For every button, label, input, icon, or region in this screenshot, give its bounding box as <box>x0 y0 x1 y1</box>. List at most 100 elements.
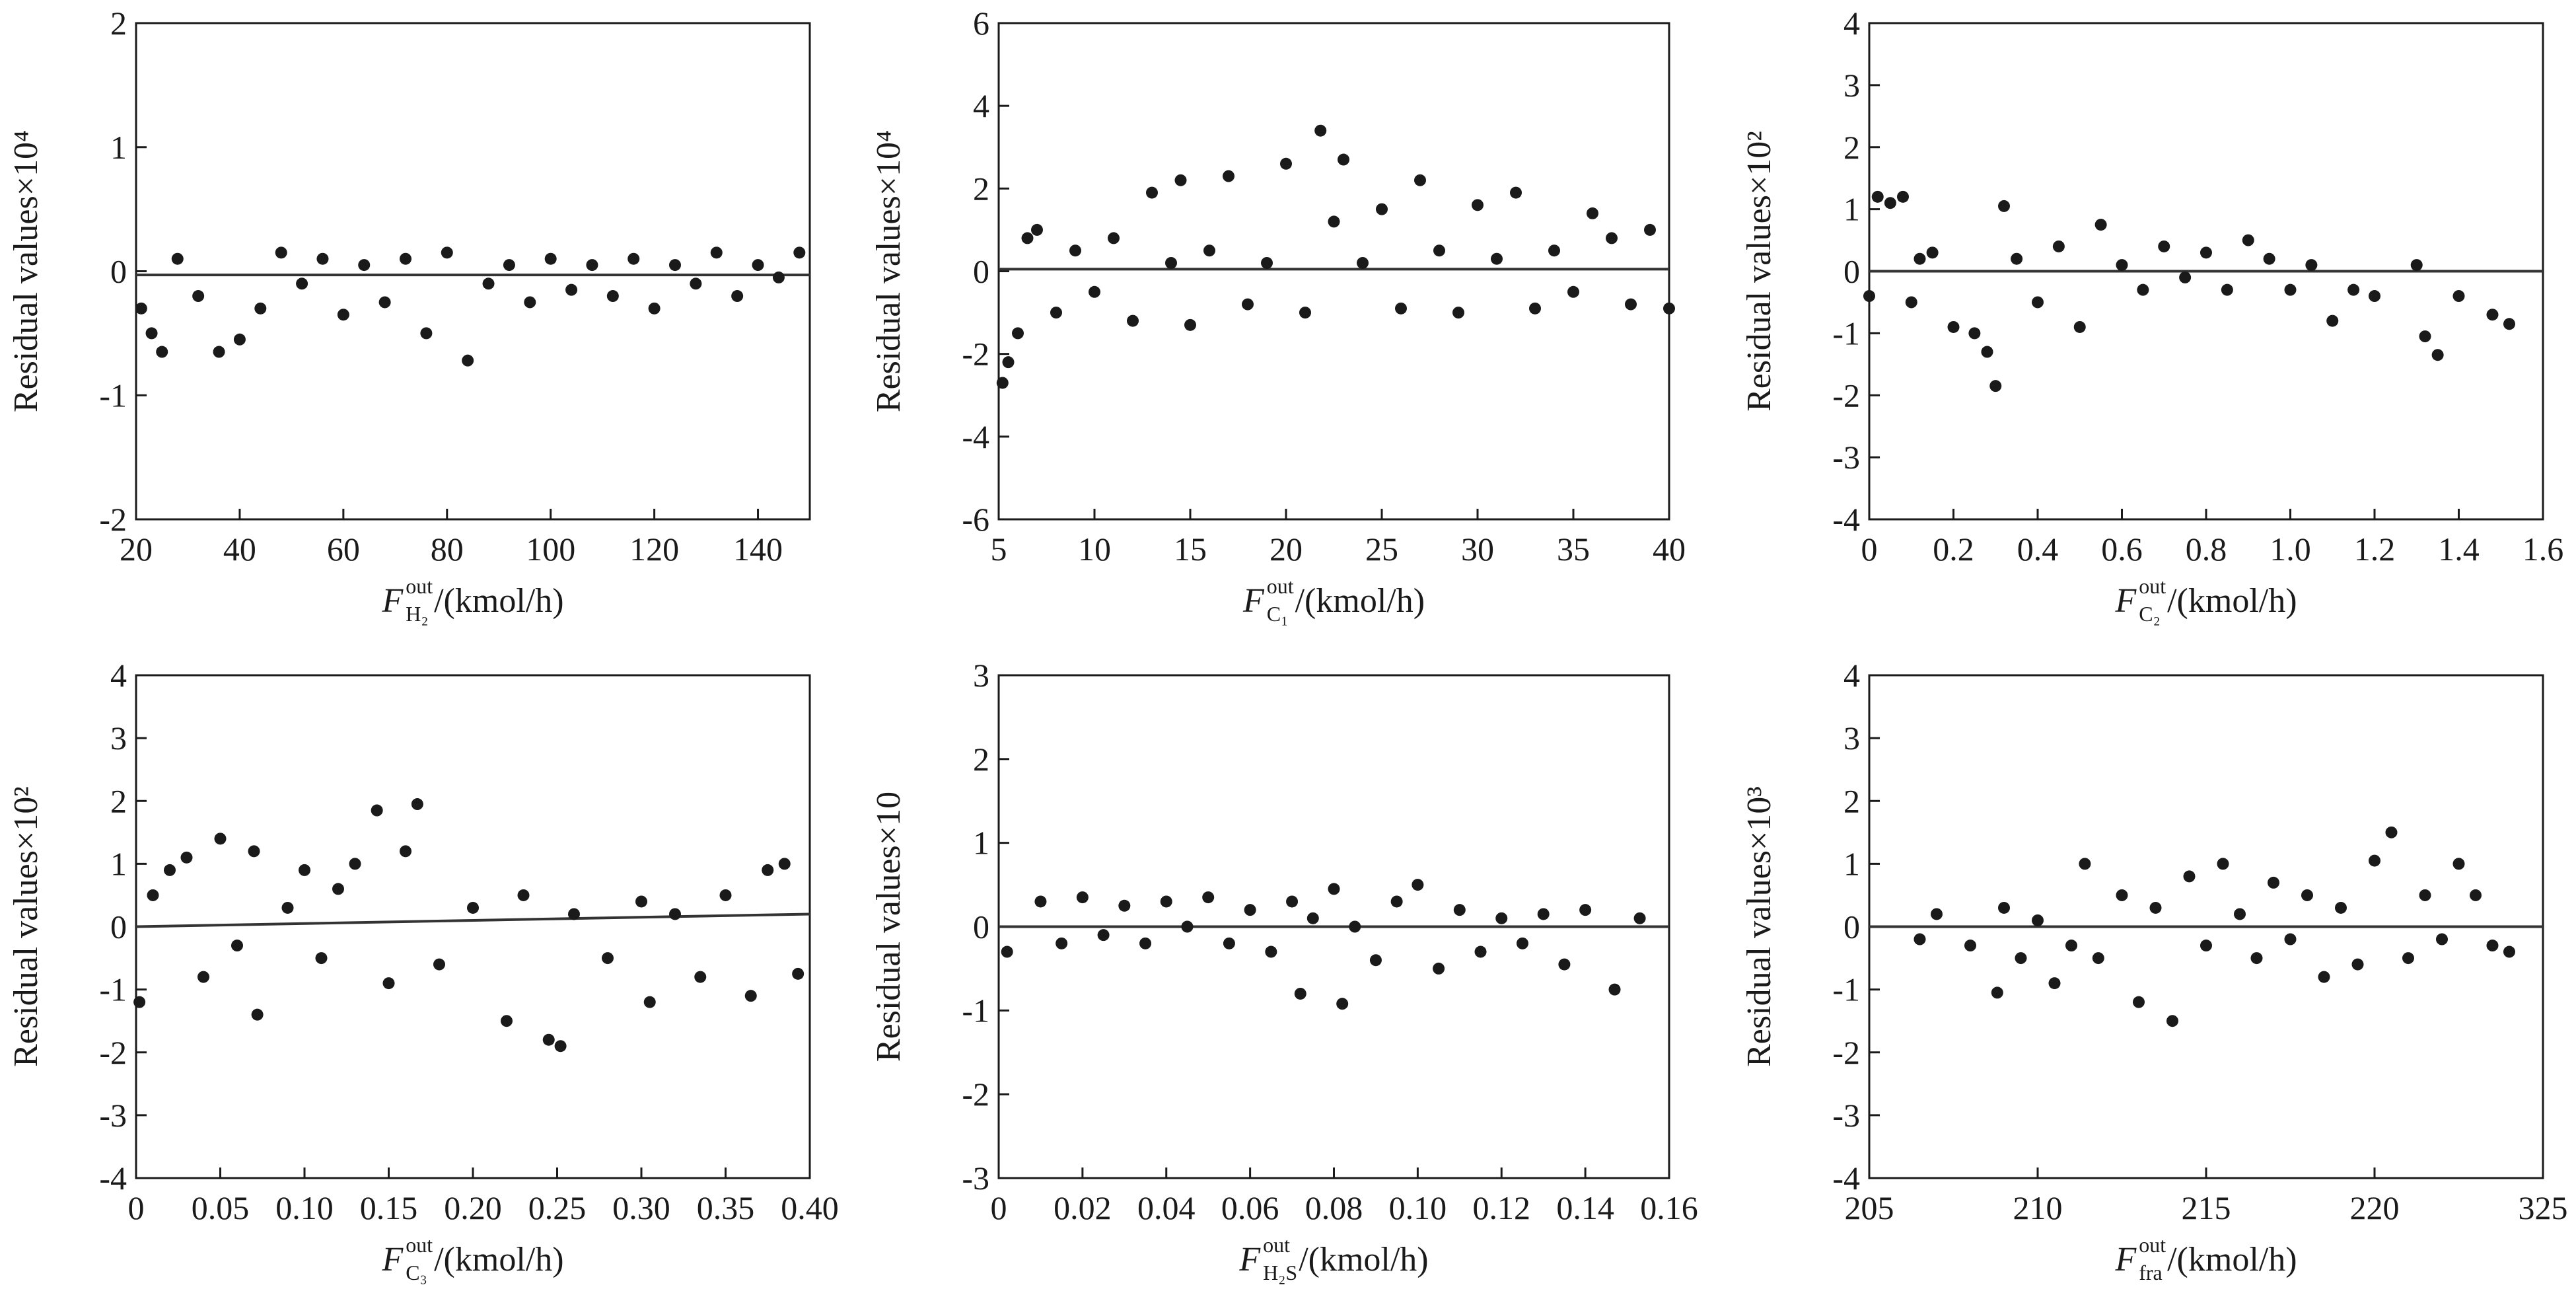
point <box>635 895 647 908</box>
y-tick-label: 2 <box>1843 782 1860 819</box>
point <box>2305 259 2318 272</box>
point <box>133 996 146 1008</box>
point <box>2369 290 2380 303</box>
point <box>1587 207 1598 219</box>
point <box>1174 174 1187 186</box>
point <box>1491 252 1503 265</box>
y-tick-label: -3 <box>99 1097 127 1134</box>
y-tick-label: 3 <box>1843 720 1860 757</box>
point <box>1395 302 1407 315</box>
x-tick-label: 0.05 <box>192 1189 250 1226</box>
x-tick-label: 0.25 <box>528 1189 587 1226</box>
point <box>2419 330 2431 343</box>
point <box>2217 858 2229 870</box>
point <box>1558 958 1571 971</box>
x-tick-label: 35 <box>1557 531 1590 568</box>
point <box>2503 945 2515 958</box>
point <box>2335 901 2347 914</box>
point <box>332 883 344 895</box>
point <box>792 967 805 980</box>
point <box>411 798 423 811</box>
y-tick-label: 0 <box>973 253 989 290</box>
x-tick-label: 220 <box>2350 1189 2400 1226</box>
point <box>1625 298 1637 311</box>
x-label-sup: out <box>1267 574 1294 598</box>
x-label-sub: fra <box>2139 1261 2163 1284</box>
x-label-unit: /(kmol/h) <box>1299 1241 1428 1278</box>
x-label-sup: out <box>406 574 433 598</box>
point <box>1202 891 1215 904</box>
point <box>281 901 294 914</box>
point <box>778 858 791 870</box>
point <box>1118 899 1131 912</box>
point <box>1165 256 1177 269</box>
y-tick-label: 4 <box>1843 657 1860 694</box>
x-tick-label: 1.0 <box>2270 531 2311 568</box>
point <box>2351 958 2364 971</box>
x-tick-label: 0.20 <box>444 1189 502 1226</box>
point <box>164 864 176 876</box>
x-label-sup: out <box>2139 1233 2166 1257</box>
x-label-symbol: F <box>1238 1241 1261 1278</box>
point <box>2032 296 2044 309</box>
point <box>1989 380 2002 392</box>
y-tick-label: 1 <box>110 845 127 882</box>
point <box>1452 307 1464 319</box>
point <box>1286 895 1299 908</box>
x-label-sub: C₃ <box>406 1261 427 1284</box>
y-tick-label: 1 <box>110 129 127 166</box>
point <box>1076 891 1089 904</box>
point <box>2326 315 2339 327</box>
x-tick-label: 0.35 <box>697 1189 755 1226</box>
point <box>1608 983 1621 996</box>
x-tick-label: 10 <box>1078 531 1111 568</box>
point <box>1926 246 1939 259</box>
x-label-sub: H₂ <box>406 602 428 626</box>
x-tick-label: 0.06 <box>1221 1189 1279 1226</box>
point <box>2284 933 2297 945</box>
point <box>2092 952 2104 965</box>
point <box>719 889 732 901</box>
axes-frame <box>135 674 811 1179</box>
point <box>1414 174 1426 186</box>
point <box>1203 244 1215 257</box>
y-tick-label: 2 <box>110 782 127 819</box>
y-tick-label: -1 <box>99 377 127 414</box>
point <box>1998 200 2010 212</box>
x-label-sup: out <box>1263 1233 1290 1257</box>
point <box>1299 307 1311 319</box>
point <box>2263 252 2275 265</box>
x-label-unit: /(kmol/h) <box>434 1241 563 1278</box>
point <box>337 309 349 321</box>
point <box>1871 190 1884 203</box>
x-tick-label: 0.30 <box>612 1189 670 1226</box>
point <box>1294 987 1306 1000</box>
point <box>2116 889 2128 901</box>
x-tick-label: 20 <box>1270 531 1303 568</box>
point <box>1548 244 1560 257</box>
y-tick-label: -2 <box>99 1034 127 1071</box>
x-tick-label: 15 <box>1174 531 1207 568</box>
point <box>517 889 530 901</box>
point <box>213 346 225 358</box>
point <box>996 377 1009 389</box>
fit-line <box>135 912 810 928</box>
point <box>1998 901 2010 914</box>
x-label-symbol: F <box>381 582 404 620</box>
point <box>1537 908 1550 920</box>
point <box>2116 259 2128 272</box>
x-label-symbol: F <box>1242 582 1265 620</box>
point <box>2032 914 2044 926</box>
x-tick-label: 25 <box>1365 531 1398 568</box>
point <box>1376 203 1388 215</box>
point <box>1328 215 1340 228</box>
point <box>586 259 598 272</box>
y-tick-label: 3 <box>1843 67 1860 104</box>
point <box>501 1015 513 1027</box>
y-axis-label: Residual values×10² <box>1740 131 1778 412</box>
x-tick-label: 100 <box>526 531 575 568</box>
y-tick-label: 4 <box>973 87 989 124</box>
y-tick-label: -3 <box>1832 439 1860 476</box>
x-tick-label: 325 <box>2519 1189 2568 1226</box>
point <box>2011 252 2023 265</box>
